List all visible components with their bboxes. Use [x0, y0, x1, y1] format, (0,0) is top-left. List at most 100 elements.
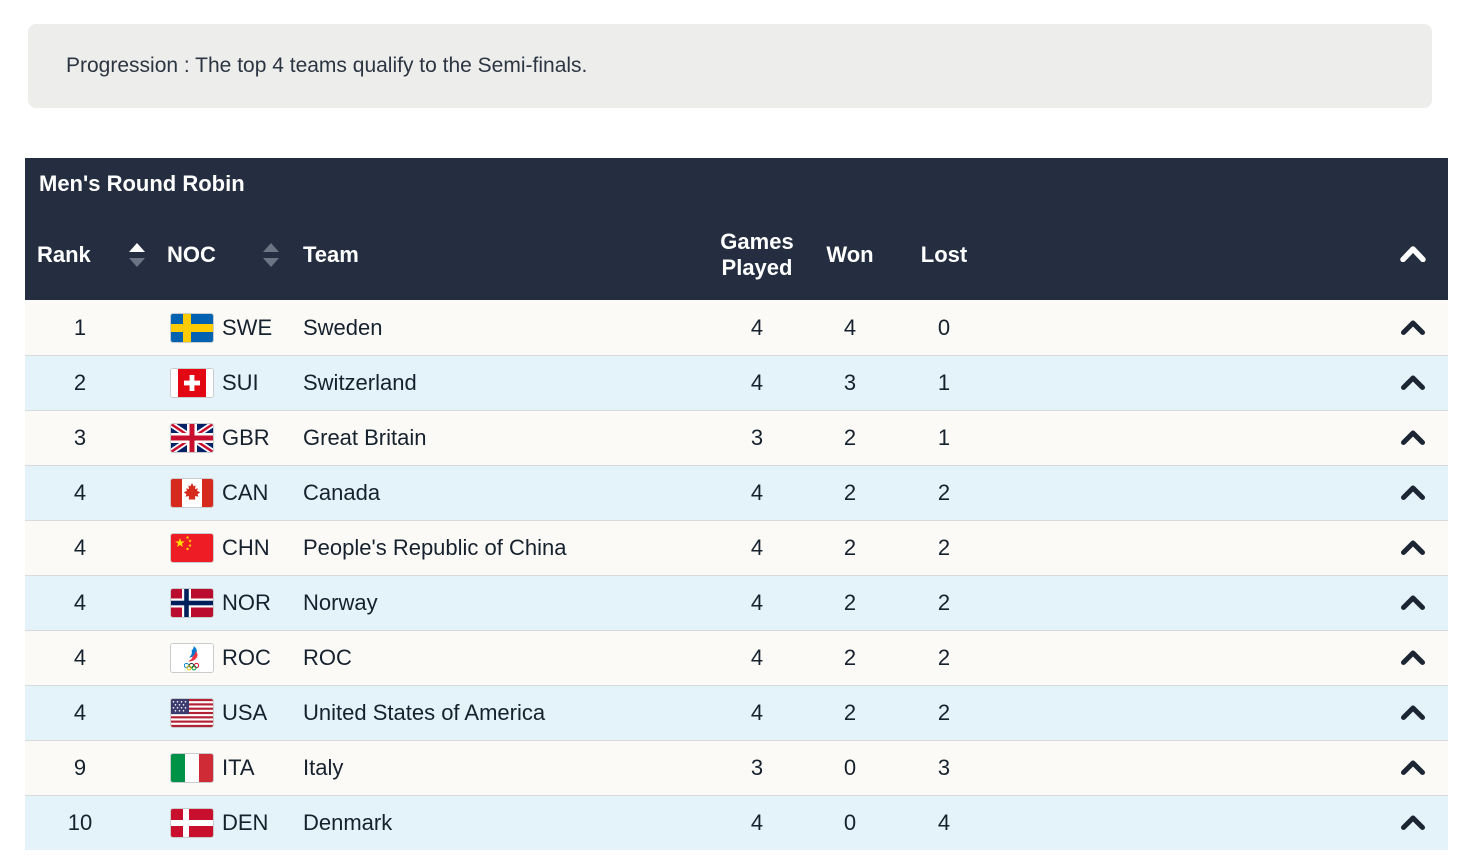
won-value: 2	[843, 535, 857, 560]
flag-ita-icon	[170, 753, 214, 783]
noc-code: SUI	[222, 370, 259, 395]
noc-code: ROC	[222, 645, 271, 670]
games-played-value: 4	[750, 645, 764, 670]
row-expand-chevron-icon[interactable]	[1393, 590, 1433, 616]
row-expand-chevron-icon[interactable]	[1393, 370, 1433, 396]
games-played-value: 4	[750, 810, 764, 835]
won-value: 2	[843, 480, 857, 505]
noc-code: CHN	[222, 535, 270, 560]
table-row: 1 SWE Sweden 4 4 0	[25, 300, 1448, 355]
noc-code: GBR	[222, 425, 270, 450]
progression-note: Progression : The top 4 teams qualify to…	[28, 24, 1432, 108]
table-row: 4 ROC ROC 4 2 2	[25, 630, 1448, 685]
lost-value: 1	[937, 370, 951, 395]
flag-usa-icon	[170, 698, 214, 728]
team-name: Sweden	[303, 314, 383, 340]
games-played-value: 3	[750, 425, 764, 450]
column-header-rank: Rank	[37, 242, 91, 267]
noc-code: NOR	[222, 590, 271, 615]
column-header-noc: NOC	[167, 242, 216, 267]
rank-value: 10	[67, 810, 93, 835]
lost-value: 1	[937, 425, 951, 450]
rank-value: 2	[73, 370, 87, 395]
flag-swe-icon	[170, 312, 214, 343]
rank-value: 4	[73, 645, 87, 670]
rank-value: 4	[73, 590, 87, 615]
won-value: 0	[843, 755, 857, 780]
standings-rows: 1 SWE Sweden 4 4 0 2 SUI Switzerland 4 3…	[25, 300, 1448, 850]
column-header-team: Team	[303, 242, 359, 267]
won-value: 2	[843, 700, 857, 725]
games-played-value: 4	[750, 535, 764, 560]
games-played-value: 3	[750, 755, 764, 780]
row-expand-chevron-icon[interactable]	[1393, 480, 1433, 506]
table-row: 4 NOR Norway 4 2 2	[25, 575, 1448, 630]
column-header-lost: Lost	[920, 242, 968, 267]
lost-value: 2	[937, 645, 951, 670]
games-played-value: 4	[750, 370, 764, 395]
table-row: 9 ITA Italy 3 0 3	[25, 740, 1448, 795]
lost-value: 2	[937, 535, 951, 560]
rank-value: 1	[73, 314, 87, 340]
progression-text: Progression : The top 4 teams qualify to…	[66, 54, 588, 77]
lost-value: 2	[937, 480, 951, 505]
games-played-value: 4	[750, 480, 764, 505]
flag-sui-icon	[170, 368, 214, 398]
team-name: Canada	[303, 480, 381, 505]
flag-den-icon	[170, 808, 214, 838]
noc-code: USA	[222, 700, 268, 725]
lost-value: 3	[937, 755, 951, 780]
row-expand-chevron-icon[interactable]	[1393, 700, 1433, 726]
team-name: Italy	[303, 755, 344, 780]
flag-can-icon	[170, 478, 214, 508]
noc-code: SWE	[222, 314, 273, 340]
won-value: 2	[843, 590, 857, 615]
table-collapse-chevron-icon[interactable]	[1393, 242, 1433, 268]
team-name: People's Republic of China	[303, 535, 567, 560]
rank-value: 9	[73, 755, 87, 780]
won-value: 2	[843, 425, 857, 450]
row-expand-chevron-icon[interactable]	[1393, 425, 1433, 451]
column-header-won: Won	[826, 242, 874, 267]
lost-value: 2	[937, 590, 951, 615]
rank-value: 4	[73, 480, 87, 505]
row-expand-chevron-icon[interactable]	[1393, 755, 1433, 781]
won-value: 4	[843, 314, 857, 340]
standings-table: Men's Round Robin Rank NOC Team Games Pl…	[25, 158, 1448, 850]
row-expand-chevron-icon[interactable]	[1393, 645, 1433, 671]
flag-gbr-icon	[170, 423, 214, 453]
rank-value: 4	[73, 700, 87, 725]
won-value: 3	[843, 370, 857, 395]
team-name: ROC	[303, 645, 352, 670]
row-expand-chevron-icon[interactable]	[1393, 535, 1433, 561]
table-title-bar: Men's Round Robin	[25, 158, 1448, 210]
games-played-value: 4	[750, 314, 764, 340]
table-row: 4 CHN People's Republic of China 4 2 2	[25, 520, 1448, 575]
table-row: 4 USA United States of America 4 2 2	[25, 685, 1448, 740]
table-header-row: Rank NOC Team Games Played Won Lost	[25, 210, 1448, 300]
column-header-games-played: Games Played	[720, 229, 794, 280]
row-expand-chevron-icon[interactable]	[1393, 315, 1433, 341]
team-name: Great Britain	[303, 425, 427, 450]
table-row: 10 DEN Denmark 4 0 4	[25, 795, 1448, 850]
games-played-value: 4	[750, 590, 764, 615]
team-name: Switzerland	[303, 370, 417, 395]
flag-nor-icon	[170, 588, 214, 618]
flag-roc-icon	[170, 643, 214, 673]
games-played-value: 4	[750, 700, 764, 725]
team-name: Denmark	[303, 810, 393, 835]
noc-code: ITA	[222, 755, 255, 780]
noc-code: CAN	[222, 480, 269, 505]
team-name: Norway	[303, 590, 378, 615]
lost-value: 0	[937, 314, 951, 340]
sort-rank-icon[interactable]	[128, 242, 150, 268]
flag-chn-icon	[170, 533, 214, 563]
won-value: 0	[843, 810, 857, 835]
table-row: 4 CAN Canada 4 2 2	[25, 465, 1448, 520]
table-row: 2 SUI Switzerland 4 3 1	[25, 355, 1448, 410]
lost-value: 4	[937, 810, 951, 835]
rank-value: 3	[73, 425, 87, 450]
row-expand-chevron-icon[interactable]	[1393, 810, 1433, 836]
table-row: 3 GBR Great Britain 3 2 1	[25, 410, 1448, 465]
sort-noc-icon[interactable]	[262, 242, 284, 268]
